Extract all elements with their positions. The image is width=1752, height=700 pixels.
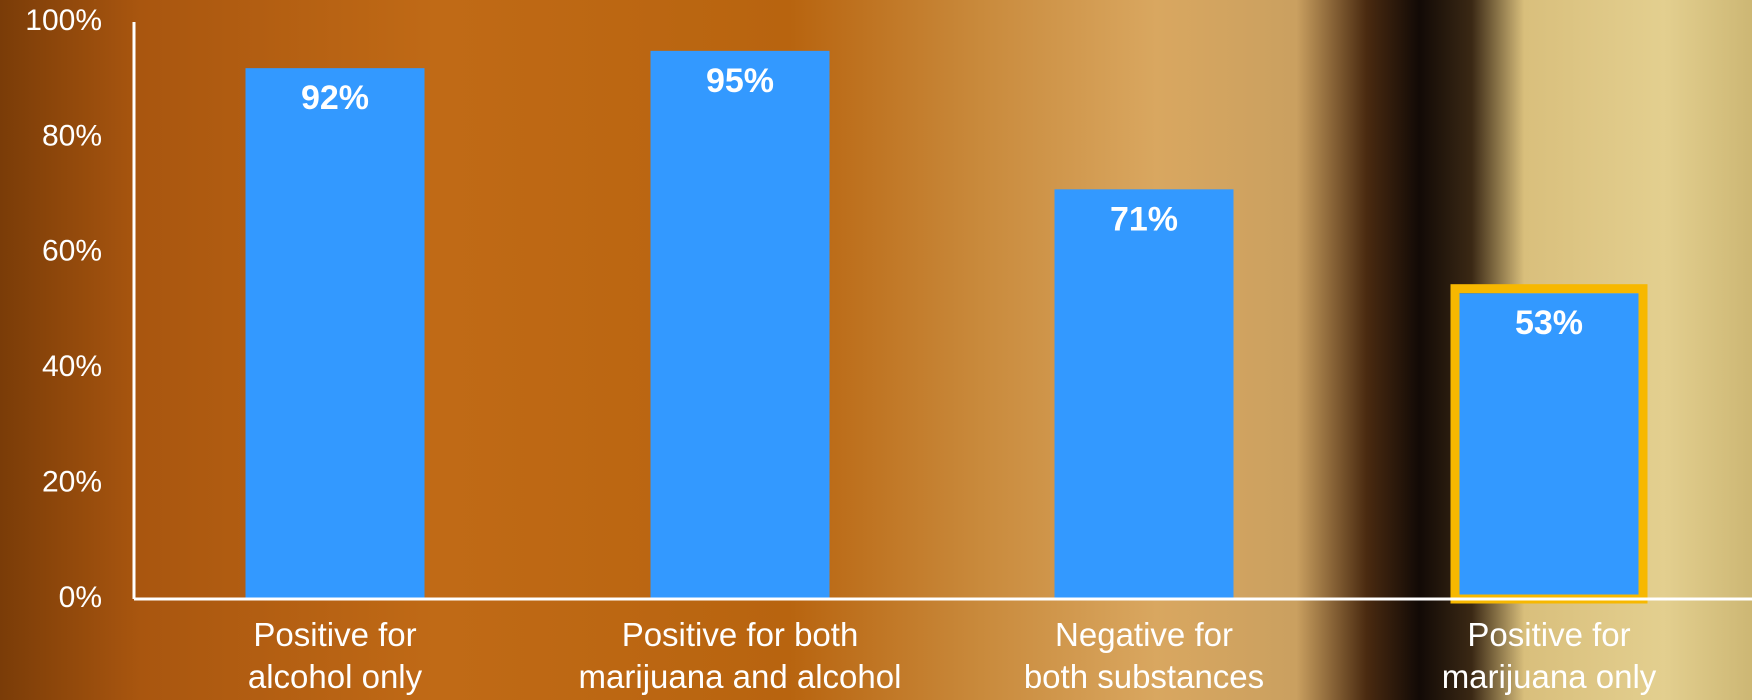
value-label: 71% bbox=[1110, 200, 1178, 238]
value-label: 53% bbox=[1515, 304, 1583, 342]
x-tick-label: Positive for both marijuana and alcohol bbox=[578, 616, 902, 695]
y-tick-label: 80% bbox=[42, 119, 102, 152]
bar bbox=[1459, 293, 1639, 599]
value-label: 95% bbox=[706, 62, 774, 100]
bar bbox=[1054, 189, 1234, 599]
y-tick-label: 60% bbox=[42, 235, 102, 268]
value-label: 92% bbox=[301, 79, 369, 117]
x-tick-label: Negative for both substances bbox=[1023, 616, 1265, 695]
bar bbox=[650, 50, 830, 600]
y-tick-label: 20% bbox=[42, 466, 102, 499]
y-tick-label: 0% bbox=[59, 581, 102, 614]
bar bbox=[245, 68, 425, 599]
x-tick-label: Positive for marijuana only bbox=[1441, 616, 1657, 695]
y-tick-label: 40% bbox=[42, 350, 102, 383]
x-tick-label: Positive for alcohol only bbox=[247, 616, 423, 695]
y-tick-label: 100% bbox=[25, 4, 102, 37]
